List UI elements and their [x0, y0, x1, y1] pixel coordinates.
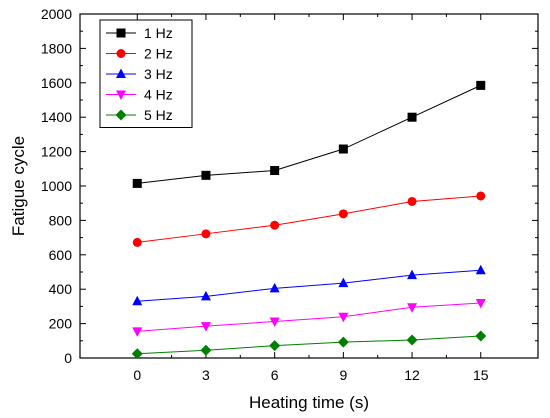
data-point	[407, 196, 417, 206]
y-tick-label: 1200	[41, 144, 72, 160]
data-point	[338, 312, 349, 323]
data-point	[132, 237, 142, 247]
data-point	[200, 344, 212, 356]
y-tick-label: 2000	[41, 6, 72, 22]
x-tick-label: 9	[339, 367, 347, 383]
y-tick-label: 1000	[41, 178, 72, 194]
legend-label: 2 Hz	[144, 46, 173, 62]
data-point	[270, 166, 280, 176]
y-tick-label: 200	[49, 316, 73, 332]
series-1-hz	[132, 80, 486, 188]
series-2-hz	[132, 191, 486, 247]
x-axis-title: Heating time (s)	[249, 393, 369, 412]
data-point	[476, 191, 486, 201]
legend-marker	[116, 28, 126, 38]
legend-marker	[116, 49, 126, 58]
data-point	[132, 327, 143, 337]
y-tick-label: 0	[64, 350, 72, 366]
data-point	[269, 340, 281, 352]
x-tick-label: 0	[133, 367, 141, 383]
data-point	[338, 277, 349, 288]
y-tick-label: 1400	[41, 109, 72, 125]
data-point	[132, 178, 142, 188]
series-line	[137, 269, 481, 302]
data-point	[476, 80, 486, 90]
series-line	[137, 84, 481, 184]
data-point	[132, 295, 143, 306]
y-tick-label: 600	[49, 247, 73, 263]
data-point	[337, 336, 349, 348]
data-point	[201, 170, 211, 180]
series-3-hz	[132, 264, 486, 306]
legend: 1 Hz 2 Hz 3 Hz 4 Hz 5 Hz	[99, 19, 193, 128]
data-point	[475, 298, 486, 309]
series-5-hz	[131, 330, 487, 360]
data-point	[200, 322, 211, 332]
data-point	[131, 348, 143, 360]
series-line	[137, 335, 481, 355]
legend-label: 1 Hz	[144, 25, 173, 41]
data-point	[475, 264, 486, 275]
data-point	[407, 269, 418, 280]
data-point	[407, 303, 418, 313]
y-tick-label: 1600	[41, 75, 72, 91]
legend-label: 4 Hz	[144, 87, 173, 103]
data-point	[269, 282, 280, 293]
legend-marker	[115, 109, 127, 121]
y-tick-label: 400	[49, 281, 73, 297]
series-line	[137, 302, 481, 332]
series-4-hz	[132, 298, 486, 337]
legend-label: 3 Hz	[144, 66, 173, 82]
x-tick-label: 15	[473, 367, 489, 383]
data-point	[338, 209, 348, 219]
y-tick-label: 800	[49, 212, 73, 228]
x-tick-label: 3	[202, 367, 210, 383]
legend-label: 5 Hz	[144, 107, 173, 123]
x-tick-label: 12	[404, 367, 420, 383]
data-point	[475, 330, 487, 342]
y-axis-title: Fatigue cycle	[9, 136, 28, 236]
data-point	[407, 112, 417, 122]
x-tick-label: 6	[271, 367, 279, 383]
data-point	[406, 334, 418, 346]
plot-area: 0 200 400 600 800 1000 1200 1400 1600 1800 2000 0 3 6…	[41, 6, 539, 383]
series-line	[137, 195, 481, 243]
legend-marker	[116, 68, 126, 78]
data-point	[338, 144, 348, 154]
y-tick-label: 1800	[41, 40, 72, 56]
legend-marker	[116, 90, 126, 100]
data-point	[269, 317, 280, 328]
data-point	[200, 290, 211, 301]
data-point	[270, 220, 280, 230]
data-point	[201, 229, 211, 239]
